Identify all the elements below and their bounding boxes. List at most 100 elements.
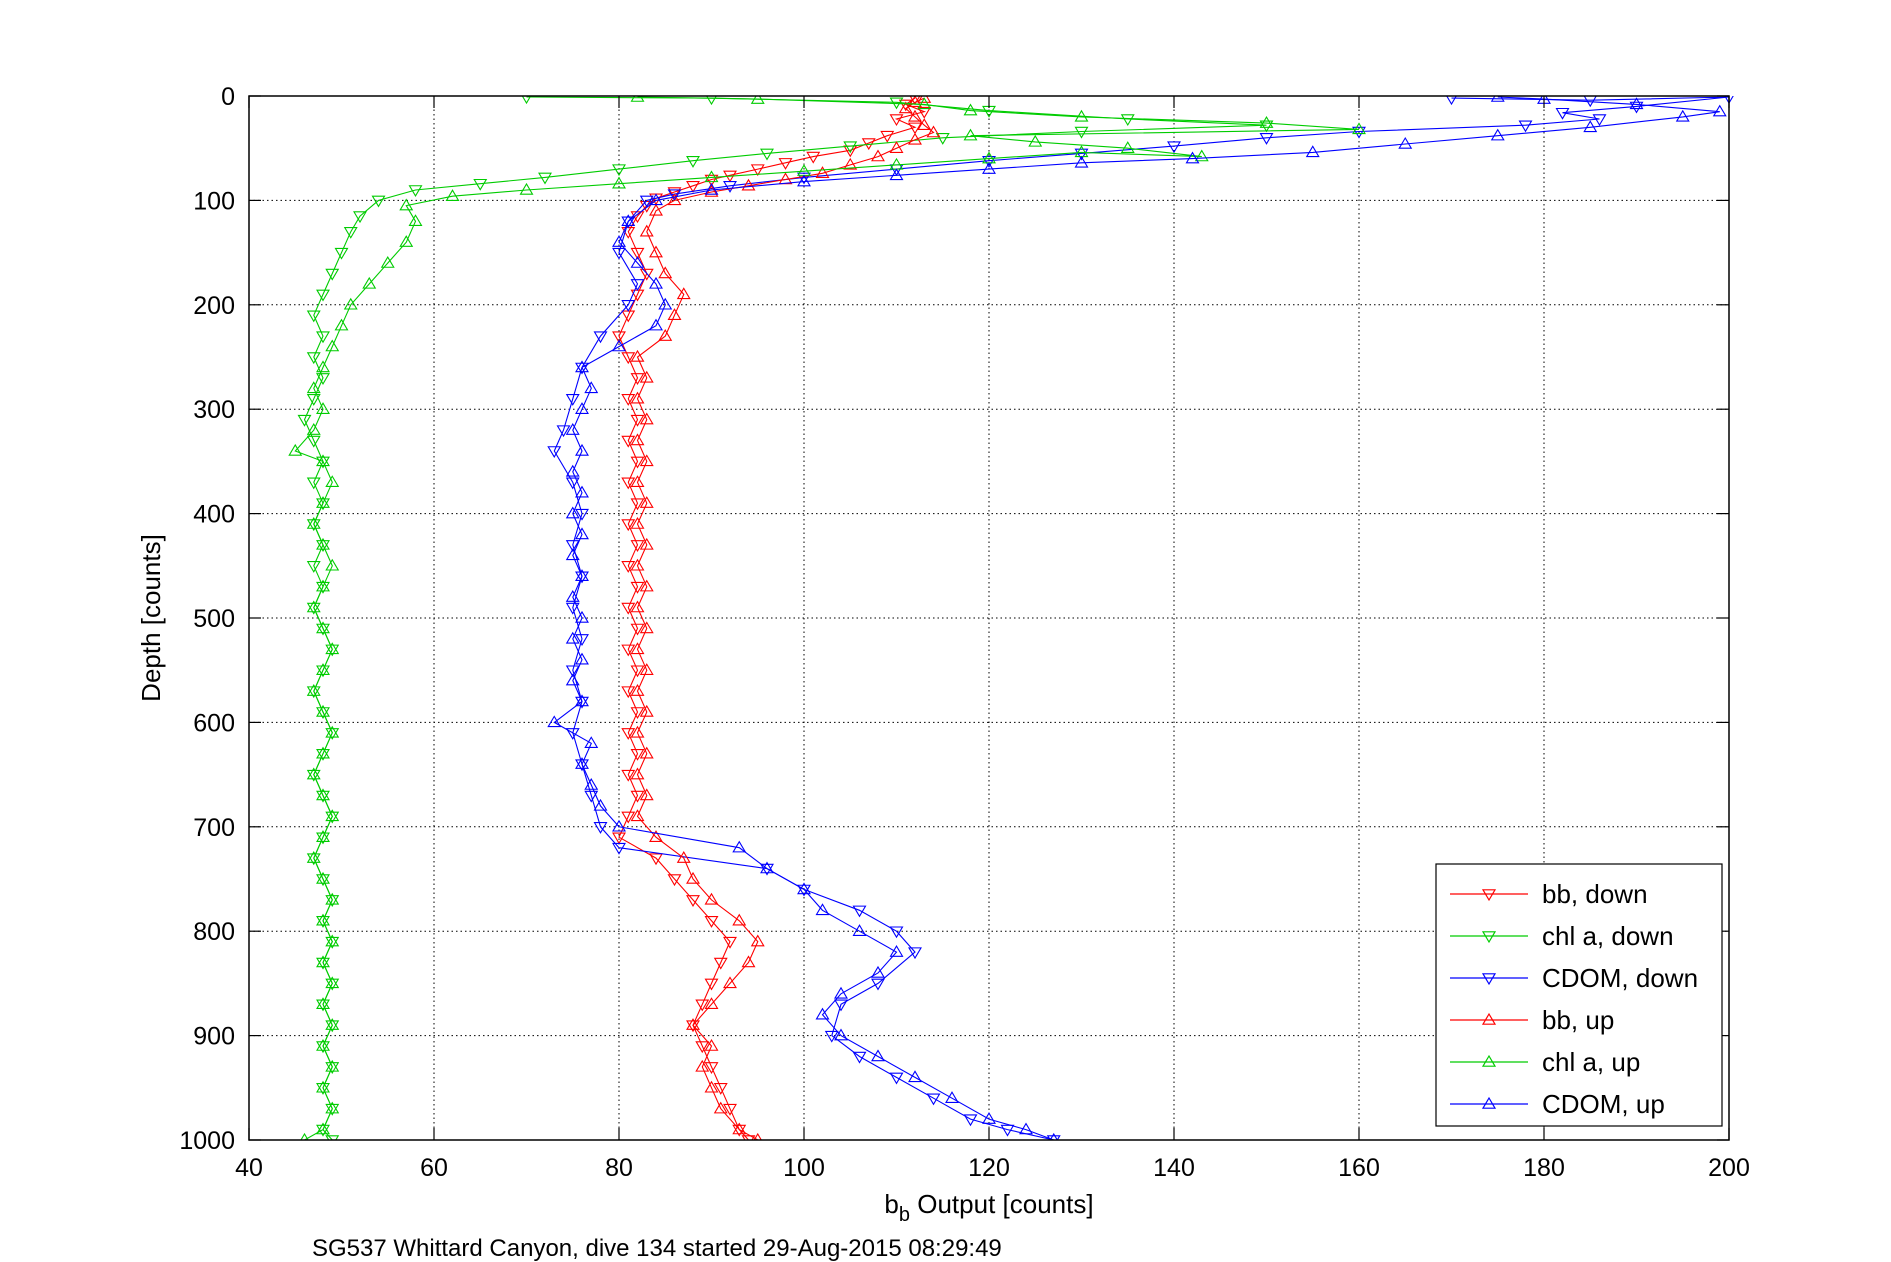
data-point [575,610,589,623]
data-point [1167,141,1181,154]
data-point [316,663,330,675]
data-point [612,842,626,855]
data-point [704,1062,719,1075]
data-point [898,99,913,112]
data-point [908,96,922,108]
data-point [612,247,626,260]
data-point [639,579,654,592]
y-tick-label: 700 [193,814,235,842]
data-point [658,297,673,310]
legend-marker [1481,1054,1497,1067]
data-point [676,287,691,300]
legend-marker [1481,973,1497,986]
data-point [639,412,654,425]
data-point [575,696,589,709]
data-point [1629,101,1644,114]
data-point [316,1083,330,1095]
data-point [917,118,932,130]
data-point [963,128,978,141]
data-point [889,1072,904,1085]
data-point [325,644,340,657]
data-point [917,96,932,103]
data-point [1074,109,1089,122]
series-line [636,97,935,1140]
data-point [639,704,654,717]
data-point [704,997,719,1010]
data-point [565,464,580,477]
data-point [445,189,460,201]
data-point [658,266,673,279]
data-point [325,558,340,571]
data-point [1049,1132,1058,1140]
data-point [325,1103,340,1116]
data-point [639,496,654,508]
y-tick-label: 300 [193,396,235,424]
y-tick-label: 0 [221,83,235,111]
data-point [621,300,636,312]
data-point [750,164,765,177]
data-point [575,402,589,414]
data-point [316,1122,330,1135]
data-point [667,193,682,206]
data-point [649,830,663,842]
data-point [621,214,636,227]
data-point [815,903,830,916]
data-point [621,477,636,490]
data-point [565,548,580,561]
data-point [630,498,645,511]
data-point [889,114,904,127]
data-point [325,725,340,738]
legend-marker [1481,889,1497,902]
data-point [300,1132,309,1140]
data-point [316,955,330,968]
data-point [316,704,330,717]
data-point [908,947,922,960]
data-point [926,1093,941,1106]
data-point [1592,114,1607,127]
data-point [316,456,330,469]
data-point [945,1091,959,1103]
data-point [704,182,719,195]
x-tick-label: 100 [783,1154,825,1182]
data-point [593,798,608,811]
data-point [306,435,321,448]
legend-entry: chl a, down [1542,921,1674,951]
data-point [639,537,654,550]
data-point [325,934,340,947]
data-point [316,537,330,550]
data-point [1518,120,1533,133]
data-point [316,454,330,467]
data-point [612,235,626,247]
data-point [306,394,321,406]
data-point [612,164,626,177]
series-3 [630,96,941,1140]
data-point [880,130,895,143]
data-point [325,339,340,352]
data-point [963,103,978,116]
x-tick-label: 60 [420,1154,448,1182]
data-point [630,600,645,613]
data-point [917,106,932,119]
data-point [362,276,377,289]
data-point [695,1041,710,1054]
data-point [732,840,747,853]
data-point [889,141,904,153]
data-point [565,394,580,406]
x-axis-label-rest: Output [counts] [910,1189,1094,1219]
series-line [294,96,1360,1140]
data-point [704,916,719,928]
data-point [565,422,580,435]
data-point [575,757,589,769]
data-point [575,508,589,521]
data-point [630,475,645,488]
series-layer [288,96,1734,1140]
legend-marker [1481,1012,1497,1025]
data-point [732,913,747,926]
data-point [306,516,321,529]
data-point [1352,126,1366,139]
y-tick-label: 1000 [179,1127,235,1155]
data-point [399,235,414,247]
data-point [871,1049,885,1062]
data-point [750,96,765,104]
legend-marker [1481,1096,1497,1109]
